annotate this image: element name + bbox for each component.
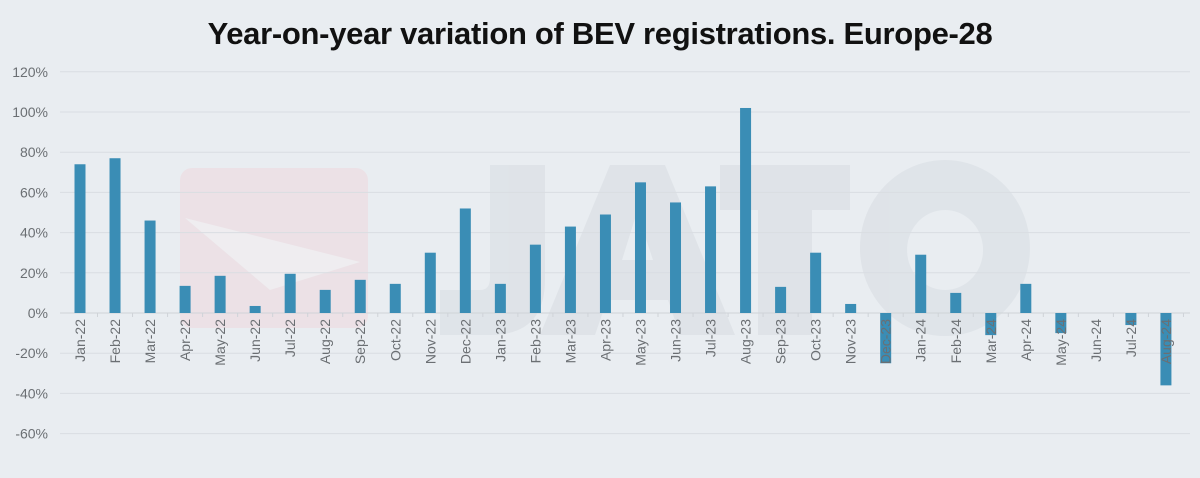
x-tick-label: Mar-23 <box>562 319 578 364</box>
bar-Sep-22 <box>354 279 366 313</box>
bar-Sep-23 <box>775 286 787 313</box>
bar-Apr-23 <box>599 214 611 313</box>
bar-Jun-23 <box>670 202 682 313</box>
y-tick-label: 100% <box>12 104 48 120</box>
bar-Mar-23 <box>564 226 576 313</box>
y-tick-label: 40% <box>20 225 48 241</box>
y-tick-label: 60% <box>20 184 48 200</box>
y-tick-label: 20% <box>20 265 48 281</box>
bar-Jul-22 <box>284 273 296 313</box>
x-tick-label: Jun-24 <box>1088 319 1104 362</box>
x-tick-label: May-22 <box>212 319 228 366</box>
x-tick-label: Oct-23 <box>808 319 824 361</box>
bar-Mar-22 <box>144 220 156 313</box>
y-tick-label: -40% <box>15 385 48 401</box>
x-tick-label: Jan-23 <box>492 319 508 362</box>
x-tick-label: Oct-22 <box>387 319 403 361</box>
x-tick-label: Dec-23 <box>878 319 894 364</box>
bar-Oct-22 <box>389 283 401 313</box>
x-tick-label: Apr-22 <box>177 319 193 361</box>
bar-May-23 <box>634 182 646 313</box>
y-tick-label: 0% <box>28 305 48 321</box>
bar-Jul-24 <box>1125 313 1137 326</box>
x-tick-label: Apr-24 <box>1018 319 1034 361</box>
jato-watermark-logo <box>180 160 1030 336</box>
bar-Aug-22 <box>319 289 331 313</box>
y-tick-label: -20% <box>15 345 48 361</box>
bar-Dec-22 <box>459 208 471 313</box>
y-tick-label: -60% <box>15 426 48 442</box>
bar-Feb-22 <box>109 158 121 313</box>
bar-Jan-23 <box>494 283 506 313</box>
x-tick-label: Feb-24 <box>948 319 964 364</box>
bar-Aug-24 <box>1160 313 1172 386</box>
y-tick-label: 120% <box>12 64 48 80</box>
bar-Nov-22 <box>424 252 436 313</box>
x-tick-label: Jun-22 <box>247 319 263 362</box>
bar-Mar-24 <box>985 313 997 336</box>
bar-Dec-23 <box>880 313 892 364</box>
x-tick-label: May-24 <box>1053 319 1069 366</box>
x-tick-label: Jun-23 <box>668 319 684 362</box>
bar-Feb-24 <box>950 292 962 313</box>
x-tick-label: Jul-22 <box>282 319 298 357</box>
x-tick-label: Aug-23 <box>738 319 754 364</box>
bar-Apr-24 <box>1020 283 1032 313</box>
bar-Jun-22 <box>249 305 261 313</box>
bar-Jul-23 <box>705 186 717 313</box>
x-tick-label: Apr-23 <box>597 319 613 361</box>
x-tick-label: Jan-22 <box>72 319 88 362</box>
bar-May-24 <box>1055 313 1067 334</box>
bar-Jan-24 <box>915 254 927 313</box>
x-tick-label: Feb-22 <box>107 319 123 364</box>
bar-Oct-23 <box>810 252 822 313</box>
x-tick-label: Jul-23 <box>703 319 719 357</box>
x-tick-label: Jan-24 <box>913 319 929 362</box>
x-tick-label: Aug-22 <box>317 319 333 364</box>
bar-Jan-22 <box>74 164 86 313</box>
x-tick-label: Nov-23 <box>843 319 859 364</box>
x-tick-label: Mar-22 <box>142 319 158 364</box>
x-tick-label: Sep-22 <box>352 319 368 364</box>
bar-May-22 <box>214 275 226 313</box>
x-tick-label: Dec-22 <box>457 319 473 364</box>
chart-title: Year-on-year variation of BEV registrati… <box>207 16 993 51</box>
x-tick-label: May-23 <box>632 319 648 366</box>
x-tick-label: Feb-23 <box>527 319 543 364</box>
bar-Nov-23 <box>845 303 857 313</box>
x-tick-label: Nov-22 <box>422 319 438 364</box>
y-tick-label: 80% <box>20 144 48 160</box>
bar-Apr-22 <box>179 285 191 313</box>
bar-Aug-23 <box>740 107 752 313</box>
bar-Feb-23 <box>529 244 541 313</box>
x-tick-label: Jul-24 <box>1123 319 1139 357</box>
x-tick-label: Mar-24 <box>983 319 999 364</box>
x-tick-label: Sep-23 <box>773 319 789 364</box>
x-tick-label: Aug-24 <box>1158 319 1174 364</box>
